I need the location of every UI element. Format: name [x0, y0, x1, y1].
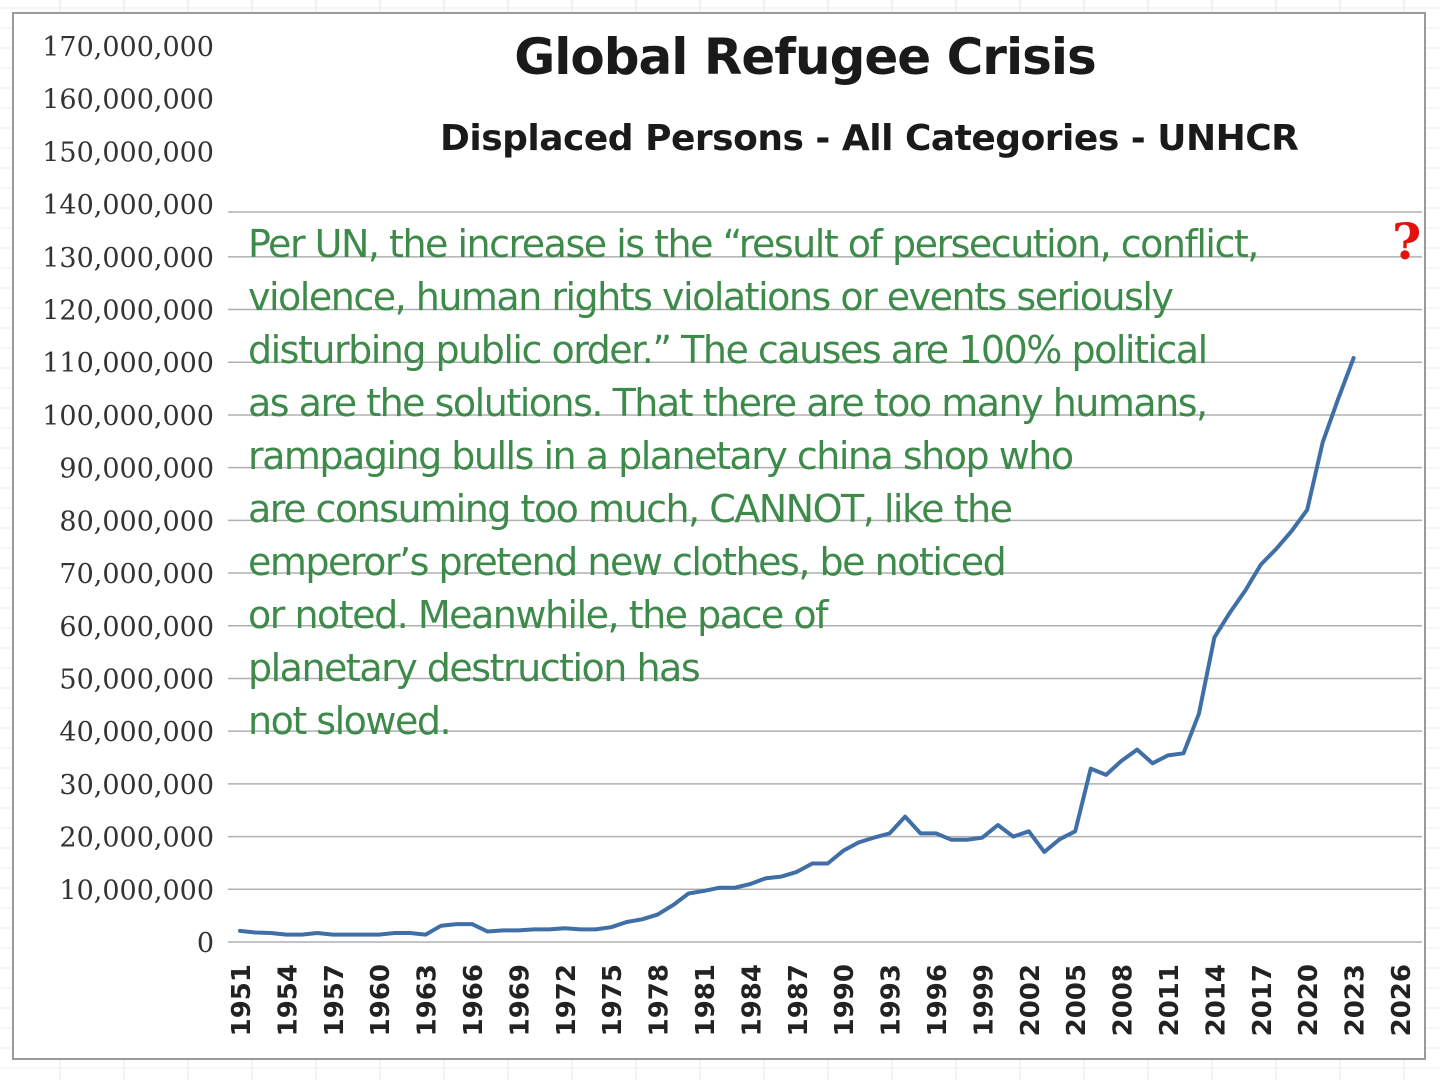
series-line — [238, 356, 1356, 937]
x-tick-label: 1969 — [505, 964, 535, 1036]
x-axis-ticks: 1951 1954 1957 1960 1963 1966 1969 1972 1975 1978… — [227, 964, 1417, 1036]
x-tick-label: 2011 — [1155, 964, 1185, 1036]
annotation-line: Per UN, the increase is the “result of p… — [248, 222, 1259, 266]
y-tick-label: 160,000,000 — [42, 85, 214, 116]
x-tick-label: 2002 — [1016, 964, 1046, 1036]
y-tick-label: 110,000,000 — [42, 348, 214, 379]
chart-title: Global Refugee Crisis — [514, 28, 1097, 86]
annotation-text: Per UN, the increase is the “result of p… — [248, 218, 1328, 748]
x-tick-label: 1957 — [320, 964, 350, 1036]
x-tick-label: 1954 — [273, 964, 303, 1036]
y-tick-label: 20,000,000 — [59, 823, 214, 854]
question-mark: ? — [1392, 212, 1422, 271]
x-tick-label: 1966 — [459, 964, 489, 1036]
x-tick-label: 1990 — [830, 964, 860, 1036]
y-tick-label: 0 — [197, 928, 214, 959]
y-tick-label: 10,000,000 — [59, 875, 214, 906]
annotation-line: are consuming too much, CANNOT, like the — [248, 487, 1013, 531]
x-tick-label: 2026 — [1387, 964, 1417, 1036]
y-tick-label: 50,000,000 — [59, 664, 214, 695]
annotation-line: or noted. Meanwhile, the pace of — [248, 593, 829, 637]
gridlines — [228, 211, 1422, 943]
x-tick-label: 1975 — [598, 964, 628, 1036]
annotation-line: violence, human rights violations or eve… — [248, 275, 1174, 319]
y-tick-label: 100,000,000 — [42, 401, 214, 432]
annotation-line: not slowed. — [248, 699, 452, 743]
annotation-line: emperor’s pretend new clothes, be notice… — [248, 540, 1007, 584]
annotation-line: disturbing public order.” The causes are… — [248, 328, 1208, 372]
x-tick-label: 2020 — [1294, 964, 1324, 1036]
y-tick-label: 140,000,000 — [42, 190, 214, 221]
y-tick-label: 130,000,000 — [42, 243, 214, 274]
x-tick-label: 1984 — [737, 964, 767, 1036]
annotation-line: rampaging bulls in a planetary china sho… — [248, 434, 1074, 478]
y-tick-label: 170,000,000 — [42, 32, 214, 63]
x-tick-label: 2014 — [1201, 964, 1231, 1036]
x-tick-label: 2023 — [1341, 964, 1371, 1036]
x-tick-label: 1987 — [784, 964, 814, 1036]
series-layer — [238, 356, 1356, 937]
x-tick-label: 1978 — [645, 964, 675, 1036]
y-tick-label: 150,000,000 — [42, 137, 214, 168]
x-tick-label: 1951 — [227, 964, 257, 1036]
y-tick-label: 40,000,000 — [59, 717, 214, 748]
x-tick-label: 1963 — [413, 964, 443, 1036]
chart-subtitle: Displaced Persons - All Categories - UNH… — [440, 118, 1299, 159]
y-tick-label: 70,000,000 — [59, 559, 214, 590]
x-tick-label: 1999 — [969, 964, 999, 1036]
annotation-line: as are the solutions. That there are too… — [248, 381, 1208, 425]
y-axis-ticks: 0 10,000,000 20,000,000 30,000,000 40,000,00… — [42, 32, 214, 959]
x-tick-label: 1996 — [923, 964, 953, 1036]
y-tick-label: 60,000,000 — [59, 612, 214, 643]
chart-frame — [12, 12, 1426, 1060]
x-tick-label: 2017 — [1248, 964, 1278, 1036]
y-tick-label: 80,000,000 — [59, 506, 214, 537]
y-tick-label: 120,000,000 — [42, 296, 214, 327]
x-tick-label: 2005 — [1062, 964, 1092, 1036]
y-tick-label: 30,000,000 — [59, 770, 214, 801]
x-tick-label: 2008 — [1109, 964, 1139, 1036]
x-tick-label: 1981 — [691, 964, 721, 1036]
x-tick-label: 1972 — [552, 964, 582, 1036]
x-tick-label: 1993 — [877, 964, 907, 1036]
y-tick-label: 90,000,000 — [59, 454, 214, 485]
x-tick-label: 1960 — [366, 964, 396, 1036]
annotation-line: planetary destruction has — [248, 646, 701, 690]
